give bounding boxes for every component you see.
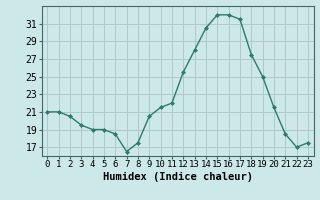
X-axis label: Humidex (Indice chaleur): Humidex (Indice chaleur) bbox=[103, 172, 252, 182]
